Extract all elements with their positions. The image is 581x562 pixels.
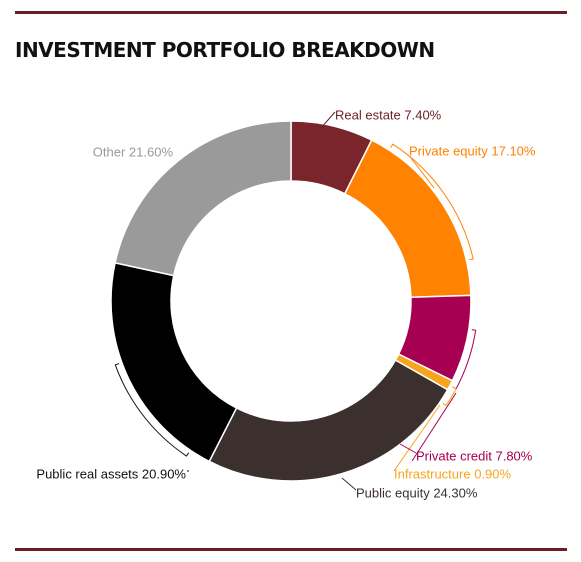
leader-line-real-estate <box>320 111 336 129</box>
leader-infrastructure <box>393 404 441 472</box>
leader-private-credit <box>411 392 457 462</box>
label-infrastructure: Infrastructure 0.90% <box>394 466 511 481</box>
label-private-credit: Private credit 7.80% <box>416 448 533 463</box>
label-public-equity: Public equity 24.30% <box>356 485 478 500</box>
top-rule <box>15 11 567 14</box>
leader-line-private-credit <box>399 443 417 454</box>
slice-other <box>114 120 292 277</box>
slice-public-equity <box>208 359 449 482</box>
slice-public-real-assets <box>110 261 238 463</box>
chart-title: INVESTMENT PORTFOLIO BREAKDOWN <box>15 38 435 62</box>
label-real-estate: Real estate 7.40% <box>335 107 442 122</box>
slice-private-equity <box>343 139 472 299</box>
label-public-real-assets: Public real assets 20.90% <box>36 466 186 481</box>
label-private-equity: Private equity 17.10% <box>409 143 536 158</box>
leader-line-public-equity <box>341 477 357 491</box>
label-other: Other 21.60% <box>93 144 174 159</box>
bottom-rule <box>15 548 567 551</box>
bracket-public-real-assets <box>114 363 190 457</box>
leader-private-equity <box>410 157 435 189</box>
bracket-private-equity <box>390 143 474 261</box>
bracket-infrastructure <box>442 386 457 407</box>
